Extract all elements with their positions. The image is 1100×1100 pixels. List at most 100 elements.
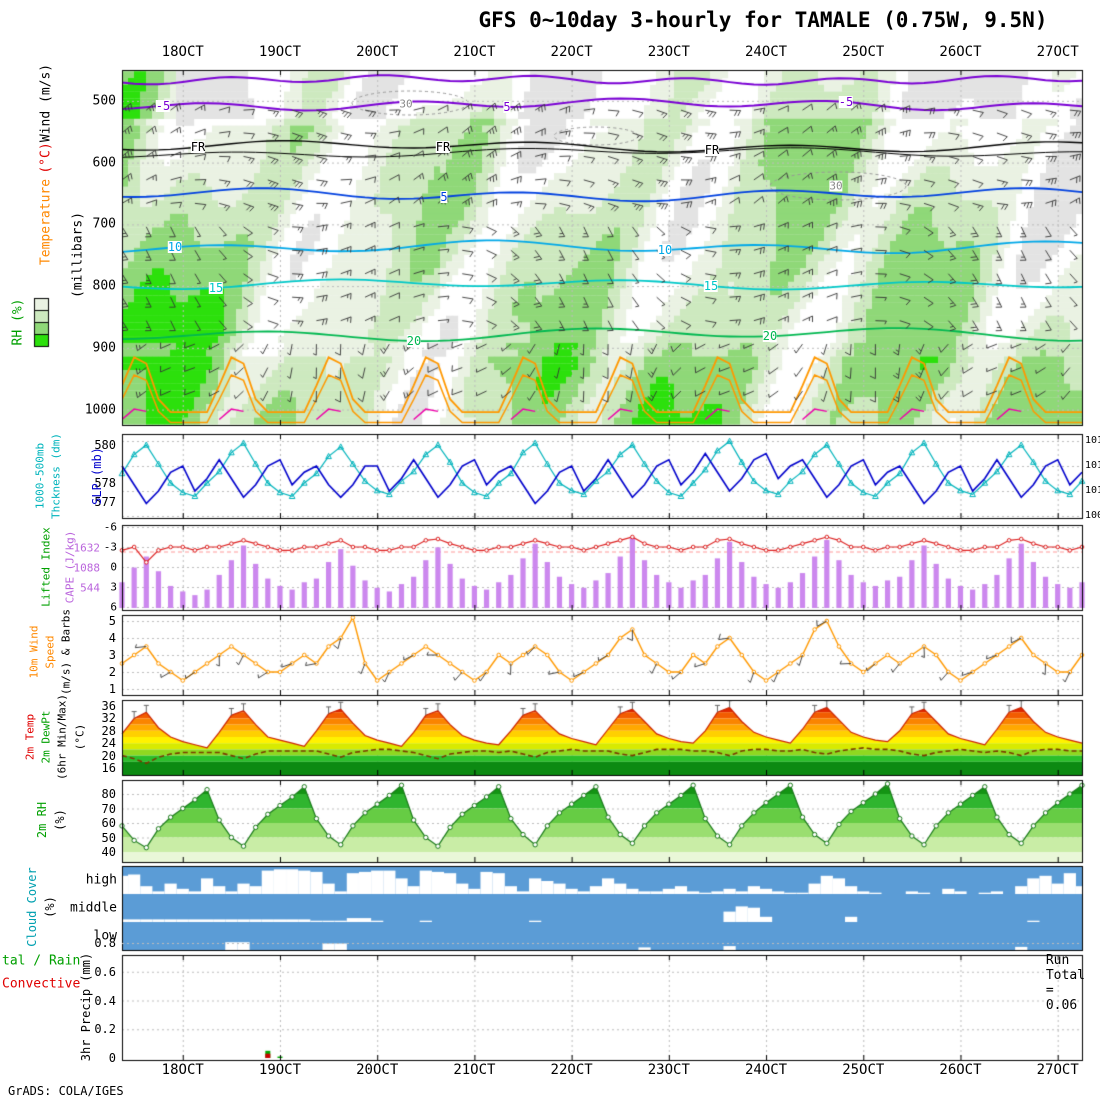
day-label-top: 19OCT bbox=[258, 44, 302, 60]
pressure-tick: 700 bbox=[92, 216, 116, 232]
contour-label: 10 bbox=[657, 243, 673, 258]
day-label-bottom: 24OCT bbox=[744, 1062, 788, 1078]
day-label-top: 20OCT bbox=[356, 44, 399, 60]
day-label-top: 18OCT bbox=[161, 44, 204, 60]
contour-label: 5 bbox=[503, 99, 511, 114]
pressure-tick: 500 bbox=[92, 93, 116, 109]
day-label-bottom: 27OCT bbox=[1036, 1062, 1079, 1078]
axis-label: Thckness (dm) bbox=[49, 432, 63, 520]
contour-label: 30 bbox=[829, 179, 843, 193]
thickness-tick: 578 bbox=[94, 476, 116, 490]
chart-title: GFS 0~10day 3-hourly for TAMALE (0.75W, … bbox=[478, 8, 1048, 32]
axis-label: CAPE (J/kg) bbox=[63, 530, 77, 604]
pressure-tick: 900 bbox=[92, 340, 116, 356]
axis-label: Wind (m/s) bbox=[38, 63, 54, 143]
axis-label: 3hr Precip (mm) bbox=[79, 952, 93, 1062]
precip-tick: 0.8 bbox=[94, 936, 116, 950]
axis-label: 1000-500mb bbox=[33, 442, 47, 510]
precip-tick: 0.4 bbox=[94, 993, 116, 1008]
precip-tick: 0.2 bbox=[94, 1022, 116, 1037]
axis-label: SLP (mb) bbox=[90, 447, 104, 505]
day-label-top: 23OCT bbox=[647, 44, 690, 60]
axis-label: RH (%) bbox=[10, 298, 26, 346]
axis-label: Temperature bbox=[38, 178, 54, 266]
li-tick: 0 bbox=[110, 560, 117, 574]
contour-label: 10 bbox=[167, 240, 183, 255]
day-label-bottom: 18OCT bbox=[161, 1062, 204, 1078]
wind-tick: 5 bbox=[108, 614, 116, 628]
day-label-bottom: 26OCT bbox=[939, 1062, 982, 1078]
contour-label: 15 bbox=[208, 280, 224, 295]
axis-label: 2m Temp bbox=[23, 713, 37, 761]
cape-tick: 1088 bbox=[73, 561, 101, 575]
axis-label: Speed bbox=[43, 635, 57, 669]
li-tick: -6 bbox=[103, 520, 117, 534]
slp-tick: 1012 bbox=[1085, 460, 1100, 471]
axis-label: (°C) bbox=[73, 723, 87, 751]
contour-label: -5 bbox=[838, 94, 854, 109]
axis-label: (%) bbox=[53, 809, 67, 831]
temp-tick: 32 bbox=[101, 711, 116, 726]
pressure-tick: 1000 bbox=[84, 402, 116, 418]
cloud-row-label: high bbox=[85, 872, 117, 888]
axis-label: (millibars) bbox=[70, 211, 86, 299]
wind-tick: 4 bbox=[108, 631, 116, 645]
thickness-tick: 577 bbox=[94, 495, 116, 509]
slp-tick: 1008 bbox=[1085, 510, 1100, 521]
precip-tick: 0 bbox=[108, 1051, 116, 1065]
rh-tick: 60 bbox=[101, 816, 116, 830]
day-label-top: 25OCT bbox=[842, 44, 885, 60]
axis-label: 2m DewPt bbox=[39, 710, 53, 764]
day-label-bottom: 21OCT bbox=[453, 1062, 496, 1078]
rh-tick: 70 bbox=[101, 801, 116, 816]
day-label-top: 26OCT bbox=[939, 44, 982, 60]
cloud-row-label: middle bbox=[70, 900, 117, 916]
rh-tick: 40 bbox=[101, 845, 116, 859]
wind-tick: 1 bbox=[108, 682, 116, 696]
contour-label: 5 bbox=[440, 189, 448, 204]
axis-label: (°C) bbox=[38, 142, 54, 174]
run-total-label: Run Total = 0.06 bbox=[1045, 953, 1085, 1013]
contour-label: 15 bbox=[703, 279, 719, 294]
contour-label: -5 bbox=[155, 98, 171, 113]
day-label-bottom: 25OCT bbox=[842, 1062, 885, 1078]
axis-label: (%) bbox=[43, 896, 57, 918]
cape-tick: 1632 bbox=[73, 541, 101, 555]
day-label-top: 24OCT bbox=[744, 44, 788, 60]
li-tick: 6 bbox=[110, 600, 117, 614]
day-label-bottom: 22OCT bbox=[550, 1062, 593, 1078]
precip-tick: 0.6 bbox=[94, 964, 116, 979]
axis-label: Lifted Index bbox=[39, 527, 53, 607]
day-label-bottom: 19OCT bbox=[258, 1062, 302, 1078]
temp-tick: 16 bbox=[101, 761, 116, 775]
temp-tick: 28 bbox=[101, 723, 116, 738]
cape-tick: 544 bbox=[80, 581, 100, 595]
axis-label: Cloud Cover bbox=[25, 867, 39, 947]
wind-tick: 3 bbox=[108, 648, 116, 662]
pressure-tick: 600 bbox=[92, 155, 116, 171]
contour-label: 30 bbox=[399, 97, 413, 111]
contour-label: 20 bbox=[406, 334, 422, 349]
temp-tick: 24 bbox=[101, 736, 116, 751]
rh-tick: 50 bbox=[101, 830, 116, 845]
temp-tick: 36 bbox=[101, 699, 116, 713]
cloud-row-label: low bbox=[93, 928, 117, 944]
credits: GrADS: COLA/IGES bbox=[8, 1084, 124, 1098]
axis-label: (m/s) & Barbs bbox=[59, 608, 73, 696]
contour-label: FR bbox=[704, 142, 720, 157]
day-label-bottom: 23OCT bbox=[647, 1062, 690, 1078]
contour-label: FR bbox=[435, 139, 451, 154]
axis-label: (6hr Min/Max) bbox=[55, 693, 69, 781]
slp-tick: 1014 bbox=[1085, 435, 1100, 446]
li-tick: -3 bbox=[103, 540, 117, 554]
day-label-bottom: 20OCT bbox=[356, 1062, 399, 1078]
pressure-tick: 800 bbox=[92, 278, 116, 294]
axis-label: Convective bbox=[2, 976, 81, 992]
axis-label: tal / Rain bbox=[2, 953, 81, 969]
thickness-tick: 580 bbox=[94, 438, 116, 452]
axis-label: 2m RH bbox=[35, 801, 49, 839]
day-label-top: 22OCT bbox=[550, 44, 593, 60]
